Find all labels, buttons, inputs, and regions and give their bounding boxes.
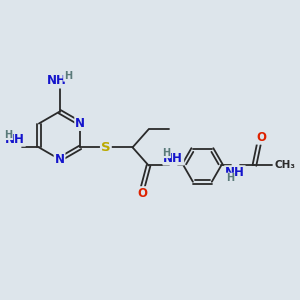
Text: H: H [64,71,72,81]
Text: NH: NH [163,152,183,165]
Text: H: H [4,130,13,140]
Text: H: H [163,148,171,158]
Text: O: O [257,131,267,144]
Text: NH: NH [225,166,245,179]
Text: S: S [101,141,111,154]
Text: N: N [55,153,64,166]
Text: NH: NH [5,133,25,146]
Text: NH: NH [47,74,67,87]
Text: O: O [138,187,148,200]
Text: H: H [226,173,234,183]
Text: CH₃: CH₃ [275,160,296,170]
Text: N: N [75,117,85,130]
